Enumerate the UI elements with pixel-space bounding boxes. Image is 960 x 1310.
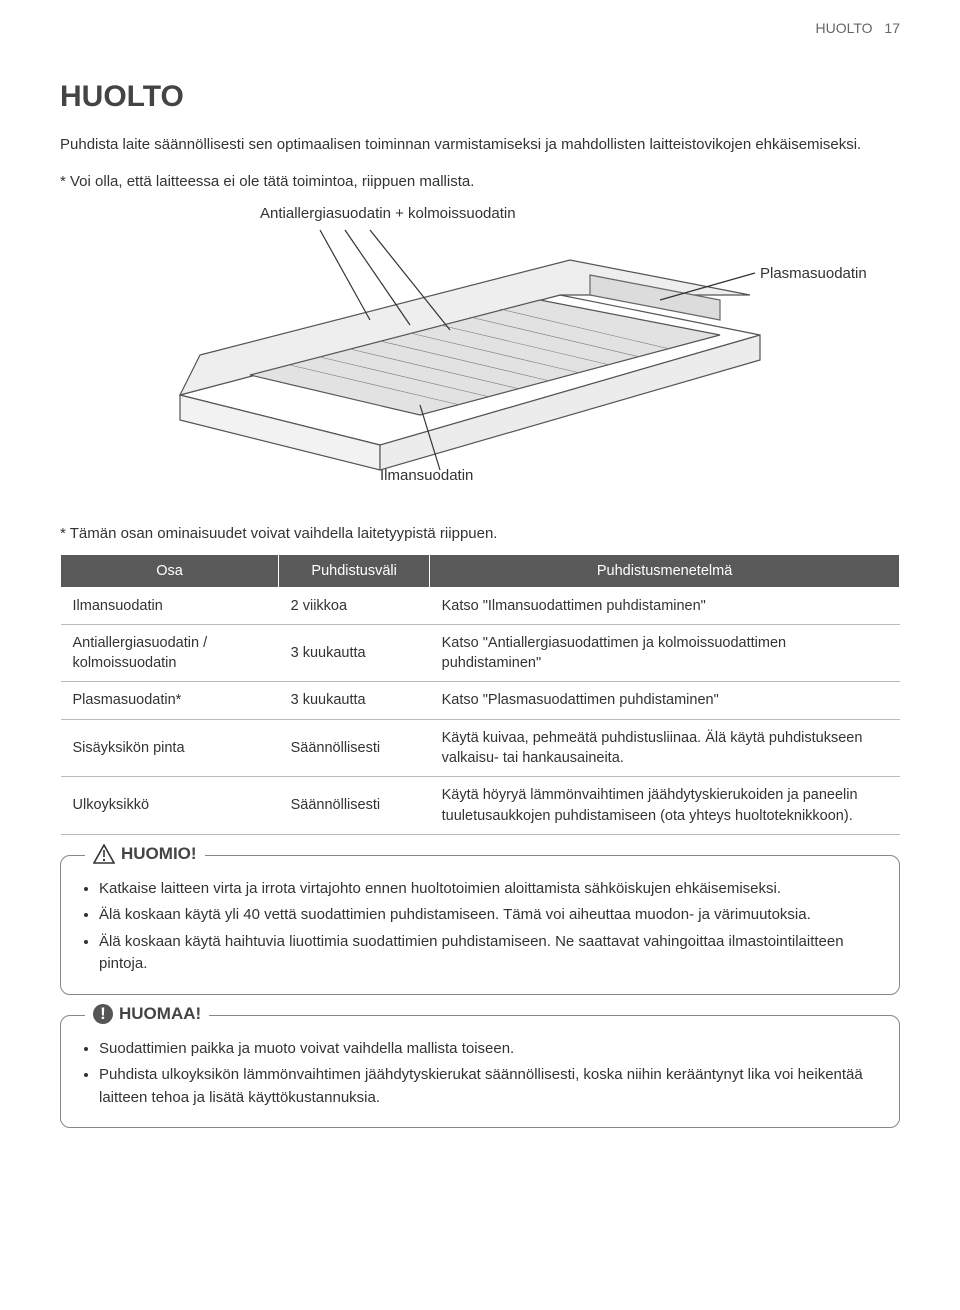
page-header: HUOLTO 17 [815, 20, 900, 36]
maintenance-table: Osa Puhdistusväli Puhdistusmenetelmä Ilm… [60, 554, 900, 835]
table-cell: Säännöllisesti [279, 777, 430, 835]
table-cell: Katso "Plasmasuodattimen puhdistaminen" [430, 682, 900, 719]
table-cell: Plasmasuodatin* [61, 682, 279, 719]
notice-title-wrap: ! HUOMAA! [85, 1004, 209, 1024]
table-header: Puhdistusväli [279, 554, 430, 587]
table-cell: Sisäyksikön pinta [61, 719, 279, 777]
page-number: 17 [884, 20, 900, 36]
table-cell: 3 kuukautta [279, 682, 430, 719]
notice-box: ! HUOMAA! Suodattimien paikka ja muoto v… [60, 1015, 900, 1129]
caution-title: HUOMIO! [121, 844, 197, 864]
notice-list: Suodattimien paikka ja muoto voivat vaih… [81, 1038, 879, 1110]
table-cell: 2 viikkoa [279, 587, 430, 624]
table-header: Puhdistusmenetelmä [430, 554, 900, 587]
table-cell: Katso "Antiallergiasuodattimen ja kolmoi… [430, 624, 900, 682]
list-item: Katkaise laitteen virta ja irrota virtaj… [99, 878, 879, 901]
table-row: Ilmansuodatin 2 viikkoa Katso "Ilmansuod… [61, 587, 900, 624]
list-item: Älä koskaan käytä yli 40 vettä suodattim… [99, 904, 879, 927]
info-circle-icon: ! [93, 1004, 113, 1024]
diagram-label-top: Antiallergiasuodatin + kolmoissuodatin [260, 205, 516, 222]
intro-text: Puhdista laite säännöllisesti sen optima… [60, 134, 900, 156]
list-item: Älä koskaan käytä haihtuvia liuottimia s… [99, 931, 879, 976]
table-cell: Käytä kuivaa, pehmeätä puhdistusliinaa. … [430, 719, 900, 777]
table-cell: Antiallergiasuodatin / kolmoissuodatin [61, 624, 279, 682]
table-row: Sisäyksikön pinta Säännöllisesti Käytä k… [61, 719, 900, 777]
table-header: Osa [61, 554, 279, 587]
table-footnote: * Tämän osan ominaisuudet voivat vaihdel… [60, 525, 900, 542]
table-row: Ulkoyksikkö Säännöllisesti Käytä höyryä … [61, 777, 900, 835]
table-cell: 3 kuukautta [279, 624, 430, 682]
table-row: Antiallergiasuodatin / kolmoissuodatin 3… [61, 624, 900, 682]
section-label: HUOLTO [815, 20, 872, 36]
table-cell: Ulkoyksikkö [61, 777, 279, 835]
warning-triangle-icon [93, 844, 115, 864]
table-cell: Katso "Ilmansuodattimen puhdistaminen" [430, 587, 900, 624]
list-item: Puhdista ulkoyksikön lämmönvaihtimen jää… [99, 1064, 879, 1109]
table-row: Plasmasuodatin* 3 kuukautta Katso "Plasm… [61, 682, 900, 719]
caution-title-wrap: HUOMIO! [85, 844, 205, 864]
caution-box: HUOMIO! Katkaise laitteen virta ja irrot… [60, 855, 900, 995]
device-diagram: Antiallergiasuodatin + kolmoissuodatin P… [60, 205, 900, 505]
table-cell: Säännöllisesti [279, 719, 430, 777]
caution-list: Katkaise laitteen virta ja irrota virtaj… [81, 878, 879, 976]
device-illustration [160, 225, 780, 490]
notice-title: HUOMAA! [119, 1004, 201, 1024]
table-cell: Ilmansuodatin [61, 587, 279, 624]
model-note: * Voi olla, että laitteessa ei ole tätä … [60, 171, 900, 193]
list-item: Suodattimien paikka ja muoto voivat vaih… [99, 1038, 879, 1061]
page-title: HUOLTO [60, 80, 900, 114]
page: HUOLTO 17 HUOLTO Puhdista laite säännöll… [0, 0, 960, 1168]
table-cell: Käytä höyryä lämmönvaihtimen jäähdytyski… [430, 777, 900, 835]
